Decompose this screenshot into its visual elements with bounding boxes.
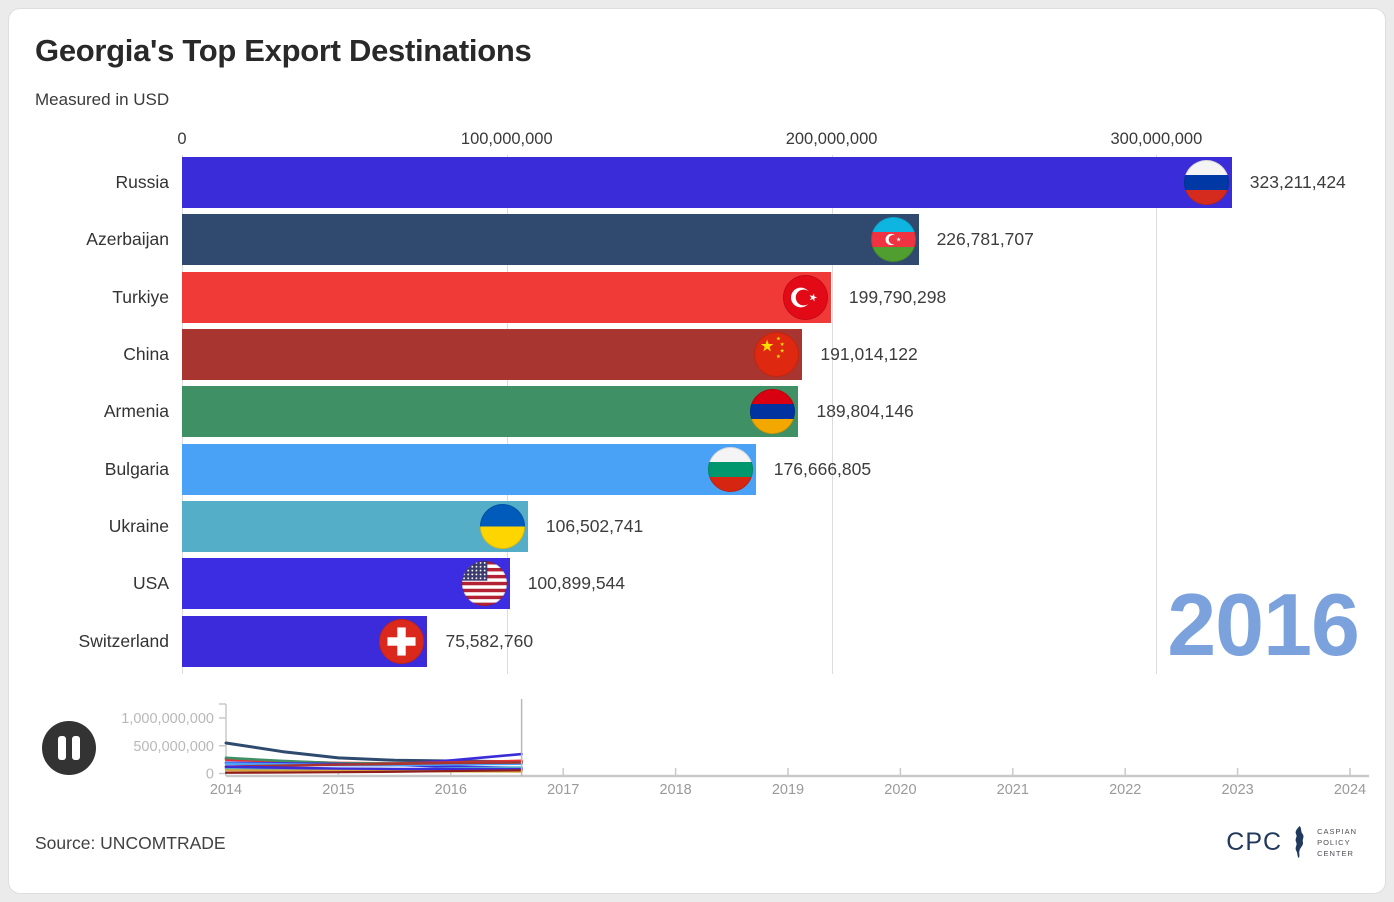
bar-rows: Russia 323,211,424 Azerbaijan 226,781,707 Tu…: [79, 157, 1361, 674]
bar-value-label: 100,899,544: [527, 573, 626, 594]
timeline-series-line: [224, 769, 523, 774]
bar: [182, 386, 799, 438]
bar-value-label: 106,502,741: [545, 515, 644, 536]
bar-row: Turkiye 199,790,298: [112, 271, 1361, 323]
bar-plot: 0 100,000,000 200,000,000 300,000,000 Russi…: [79, 130, 1361, 674]
chart-card: Georgia's Top Export Destinations Measur…: [8, 8, 1386, 894]
cpc-logo-abbr: CPC: [1226, 827, 1283, 856]
caspian-sea-icon: [1295, 825, 1304, 859]
bar-value-label: 323,211,424: [1249, 172, 1346, 192]
timeline-x-tick-label: 2020: [884, 782, 916, 798]
bar-value-label: 199,790,298: [848, 286, 947, 307]
timeline-x-tick-label: 2016: [435, 782, 467, 798]
flag-russia-icon: [1184, 160, 1229, 205]
timeline-x-tick-label: 2018: [659, 782, 691, 798]
bar-value-label: 75,582,760: [445, 630, 534, 651]
bar-country-label: Ukraine: [108, 515, 169, 536]
flag-turkiye-icon: [783, 275, 828, 320]
bar-country-label: Turkiye: [112, 286, 169, 307]
x-axis-tick-label: 0: [177, 130, 187, 148]
bar-row: Russia 323,211,424: [116, 157, 1361, 208]
timeline-x-tick-label: 2023: [1221, 782, 1253, 798]
bar: [182, 558, 510, 610]
gridline: [831, 155, 833, 674]
source-text: Source: UNCOMTRADE: [35, 833, 226, 853]
x-axis-tick-label: 300,000,000: [1110, 130, 1203, 148]
timeline-x-tick-label: 2017: [547, 782, 579, 798]
timeline-y-tick-label: 500,000,000: [133, 739, 214, 755]
bar-row: Bulgaria 176,666,805: [105, 443, 1361, 495]
timeline-y-tick-label: 1,000,000,000: [121, 711, 214, 727]
timeline-x-tick-label: 2021: [997, 782, 1029, 798]
flag-usa-icon: [462, 561, 507, 606]
cpc-logo-line: CENTER: [1317, 848, 1354, 858]
gridline: [1156, 155, 1158, 674]
bar-country-label: Switzerland: [78, 630, 169, 651]
bar-country-label: Armenia: [103, 401, 169, 422]
flag-azerbaijan-icon: [871, 217, 916, 262]
bar: [182, 615, 428, 667]
bar: [182, 500, 528, 552]
bar-value-label: 226,781,707: [936, 229, 1034, 250]
chart-subtitle: Measured in USD: [35, 90, 170, 109]
flag-switzerland-icon: [379, 619, 424, 664]
timeline-x-tick-label: 2019: [772, 782, 804, 798]
bar-country-label: China: [123, 343, 169, 364]
bar: [182, 214, 919, 266]
flag-armenia-icon: [750, 389, 795, 434]
bar-row: Armenia 189,804,146: [104, 386, 1361, 438]
bar-row: Switzerland 75,582,760: [79, 615, 1361, 667]
x-axis-top: 0 100,000,000 200,000,000 300,000,000: [177, 130, 1361, 152]
pause-icon: [72, 736, 80, 760]
bar-country-label: Bulgaria: [104, 458, 169, 479]
pause-button[interactable]: [42, 721, 96, 775]
x-axis-tick-label: 100,000,000: [460, 130, 553, 148]
bar-value-label: 191,014,122: [820, 343, 918, 364]
page-title: Georgia's Top Export Destinations: [35, 33, 532, 68]
bar: [182, 271, 831, 323]
flag-china-icon: [754, 332, 799, 377]
flag-ukraine-icon: [480, 504, 525, 549]
timeline-series-line: [224, 765, 523, 771]
bar-row: Ukraine 106,502,741: [109, 500, 1361, 552]
timeline-y-tick-label: 0: [206, 767, 214, 783]
cpc-logo: CPC CASPIAN POLICY CENTER: [1226, 825, 1357, 859]
bar-value-label: 189,804,146: [816, 401, 914, 422]
cpc-logo-line: POLICY: [1317, 837, 1351, 847]
timeline-x-tick-label: 2022: [1109, 782, 1141, 798]
bar: [182, 157, 1232, 208]
current-year-label: 2016: [1167, 575, 1360, 674]
bar-country-label: USA: [133, 573, 169, 594]
x-axis-tick-label: 200,000,000: [785, 130, 878, 148]
bar-row: Azerbaijan 226,781,707: [86, 214, 1361, 266]
flag-bulgaria-icon: [708, 447, 753, 492]
cpc-logo-text: CASPIAN POLICY CENTER: [1317, 827, 1357, 858]
bar-row: USA 100,899,544: [133, 558, 1361, 610]
cpc-logo-line: CASPIAN: [1317, 826, 1357, 836]
bar-row: China 191,014,122: [123, 328, 1361, 380]
bar: [182, 443, 756, 495]
bar-country-label: Russia: [115, 172, 170, 192]
timeline-x-tick-label: 2014: [210, 782, 242, 798]
timeline-series-line: [224, 761, 523, 769]
timeline-x-tick-label: 2015: [322, 782, 354, 798]
pause-icon: [58, 736, 66, 760]
bar-value-label: 176,666,805: [773, 458, 872, 479]
bar: [182, 328, 803, 380]
timeline-x-tick-label: 2024: [1334, 782, 1366, 798]
bar-country-label: Azerbaijan: [86, 229, 169, 250]
timeline-chart: 0 500,000,000 1,000,000,000 2014 2015 2016 201…: [121, 699, 1369, 798]
